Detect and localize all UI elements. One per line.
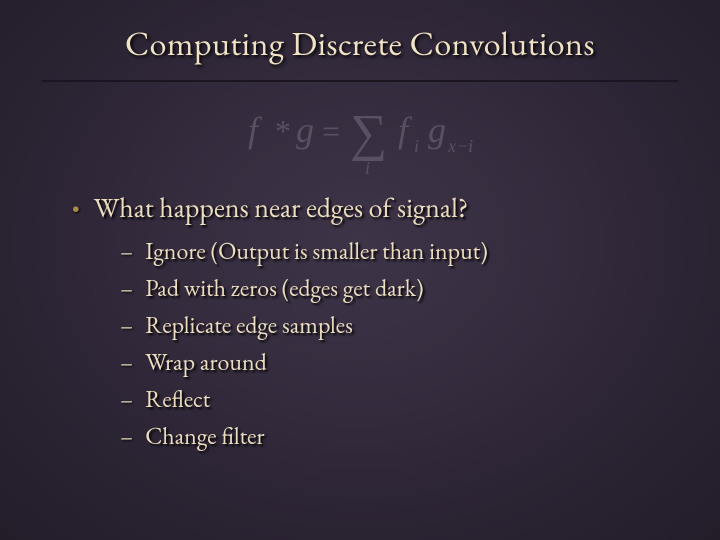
content-block: • What happens near edges of signal? – I… (0, 190, 720, 452)
term-f-sub: i (414, 136, 419, 156)
formula-star: * (275, 113, 291, 149)
term-f: f (398, 110, 413, 150)
list-item: – Pad with zeros (edges get dark) (120, 273, 720, 304)
sub-text: Reflect (145, 384, 210, 415)
list-item: – Reflect (120, 384, 720, 415)
sigma-index: i (365, 158, 370, 178)
term-g-sub: x−i (447, 136, 473, 156)
dash-icon: – (120, 273, 133, 304)
list-item: – Wrap around (120, 347, 720, 378)
list-item: – Ignore (Output is smaller than input) (120, 236, 720, 267)
slide-title: Computing Discrete Convolutions (0, 0, 720, 66)
formula-f: f (248, 110, 263, 150)
sub-text: Change filter (145, 421, 264, 452)
formula-g: g (296, 110, 314, 150)
dash-icon: – (120, 384, 133, 415)
list-item: – Replicate edge samples (120, 310, 720, 341)
formula-svg: f * g = ∑ i f i g x−i (210, 100, 510, 178)
bullet-text: What happens near edges of signal? (94, 190, 469, 226)
sub-text: Ignore (Output is smaller than input) (145, 236, 488, 267)
dash-icon: – (120, 236, 133, 267)
sub-text: Replicate edge samples (145, 310, 353, 341)
dash-icon: – (120, 421, 133, 452)
dash-icon: – (120, 310, 133, 341)
title-rule (42, 80, 678, 82)
dash-icon: – (120, 347, 133, 378)
sublist: – Ignore (Output is smaller than input) … (72, 236, 720, 452)
formula-eq: = (322, 113, 340, 149)
bullet-row: • What happens near edges of signal? (72, 190, 720, 226)
sigma: ∑ (350, 105, 387, 162)
formula-block: f * g = ∑ i f i g x−i (0, 100, 720, 180)
bullet-marker: • (72, 199, 80, 221)
list-item: – Change filter (120, 421, 720, 452)
sub-text: Wrap around (145, 347, 267, 378)
sub-text: Pad with zeros (edges get dark) (145, 273, 423, 304)
term-g: g (428, 110, 446, 150)
